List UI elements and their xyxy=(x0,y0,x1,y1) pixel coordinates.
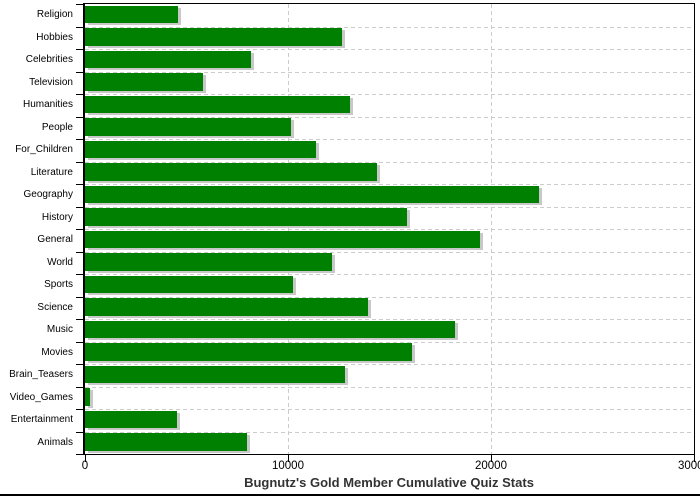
x-axis-tick-label: 30000 xyxy=(678,460,700,472)
plot-area xyxy=(83,3,695,455)
y-axis-label: Music xyxy=(46,324,73,335)
bar-people xyxy=(85,118,292,136)
y-axis-tick xyxy=(76,139,84,140)
horizontal-gridline xyxy=(85,319,694,320)
y-axis-tick xyxy=(76,319,84,320)
y-axis-tick xyxy=(76,49,84,50)
x-axis-tick xyxy=(491,455,492,462)
bar-general xyxy=(85,230,480,248)
y-axis-tick xyxy=(76,161,84,163)
bar-science xyxy=(85,298,369,316)
y-axis-tick xyxy=(76,116,84,118)
chart-title: Bugnutz's Gold Member Cumulative Quiz St… xyxy=(244,475,534,490)
horizontal-gridline xyxy=(85,139,694,140)
bar-humanities xyxy=(85,95,350,113)
bar-television xyxy=(85,73,203,91)
y-axis-label: World xyxy=(47,256,73,268)
horizontal-gridline xyxy=(85,251,694,253)
plot-inner xyxy=(85,4,694,454)
horizontal-gridline xyxy=(85,71,694,73)
bar-movies xyxy=(85,343,412,361)
y-axis-label: Brain_Teasers xyxy=(9,369,73,380)
horizontal-gridline xyxy=(85,206,694,208)
bar-for_children xyxy=(85,140,317,158)
horizontal-gridline xyxy=(85,94,694,95)
y-axis-label: History xyxy=(41,211,73,223)
y-axis-tick xyxy=(76,251,84,253)
horizontal-gridline xyxy=(85,431,694,433)
y-axis-label: Television xyxy=(29,76,73,88)
y-axis-tick xyxy=(76,206,84,208)
bar-celebrities xyxy=(85,50,252,68)
y-axis-label: Celebrities xyxy=(25,54,73,65)
y-axis-tick xyxy=(76,364,84,365)
y-axis-label: Humanities xyxy=(22,99,73,110)
x-axis-tick xyxy=(694,455,695,462)
y-axis-tick xyxy=(76,229,84,230)
bar-geography xyxy=(85,185,539,203)
y-axis-tick xyxy=(76,386,84,388)
y-axis-label: For_Children xyxy=(15,144,73,155)
y-axis-label: People xyxy=(41,121,73,133)
horizontal-gridline xyxy=(85,184,694,185)
horizontal-gridline xyxy=(85,409,694,410)
bar-video_games xyxy=(85,388,91,406)
x-axis-tick xyxy=(288,455,289,462)
horizontal-gridline xyxy=(85,386,694,388)
horizontal-gridline xyxy=(85,341,694,343)
bar-history xyxy=(85,208,407,226)
bar-music xyxy=(85,320,456,338)
y-axis-tick xyxy=(76,94,84,95)
window-bottom-border xyxy=(0,494,700,496)
bar-brain_teasers xyxy=(85,365,345,383)
bar-literature xyxy=(85,163,378,181)
horizontal-gridline xyxy=(85,364,694,365)
y-axis-label: Science xyxy=(37,301,73,313)
x-axis-tick-label: 0 xyxy=(81,460,89,472)
horizontal-gridline xyxy=(85,49,694,50)
y-axis-label: Geography xyxy=(23,189,73,200)
y-axis-tick xyxy=(76,454,84,455)
y-axis-label: Entertainment xyxy=(10,414,73,425)
y-axis-label: General xyxy=(37,234,73,245)
y-axis-label: Animals xyxy=(37,436,73,448)
y-axis-label: Movies xyxy=(41,346,73,358)
horizontal-gridline xyxy=(85,296,694,298)
bar-world xyxy=(85,253,332,271)
y-axis-tick xyxy=(76,296,84,298)
bar-entertainment xyxy=(85,410,178,428)
y-axis-label: Literature xyxy=(30,166,73,178)
y-axis-label: Video_Games xyxy=(9,391,73,403)
bar-hobbies xyxy=(85,28,342,46)
y-axis-tick xyxy=(76,71,84,73)
bar-religion xyxy=(85,5,179,23)
horizontal-gridline xyxy=(85,26,694,28)
bar-sports xyxy=(85,275,294,293)
y-axis-tick xyxy=(76,431,84,433)
x-axis-tick xyxy=(85,455,86,462)
y-axis-tick xyxy=(76,4,84,5)
horizontal-gridline xyxy=(85,229,694,230)
horizontal-gridline xyxy=(85,116,694,118)
y-axis-tick xyxy=(76,274,84,275)
y-axis-tick xyxy=(76,26,84,28)
bar-animals xyxy=(85,433,248,451)
y-axis-tick xyxy=(76,184,84,185)
y-axis-label: Hobbies xyxy=(36,31,73,43)
y-axis-tick xyxy=(76,409,84,410)
horizontal-gridline xyxy=(85,161,694,163)
x-axis-tick-label: 10000 xyxy=(272,460,304,472)
y-axis-label: Religion xyxy=(36,9,73,20)
x-axis-tick-label: 20000 xyxy=(475,460,507,472)
y-axis-tick xyxy=(76,341,84,343)
horizontal-gridline xyxy=(85,274,694,275)
y-axis-label: Sports xyxy=(44,279,73,290)
